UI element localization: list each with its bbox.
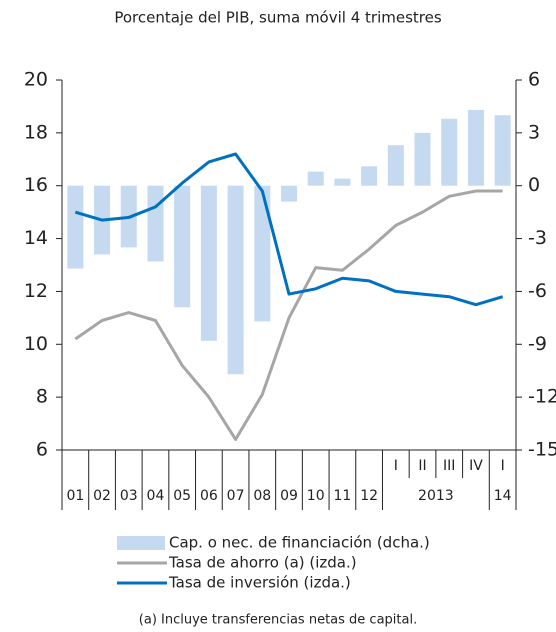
y2-tick-label: -3 <box>528 227 547 249</box>
x-tick-label: 11 <box>333 488 351 504</box>
x-tick-label: 04 <box>147 488 165 504</box>
y-tick-label: 10 <box>24 333 48 355</box>
bar <box>280 185 298 202</box>
bar <box>227 185 244 375</box>
x-quarter-label: IV <box>469 458 483 474</box>
x-quarter-label: I <box>394 458 398 474</box>
legend-label: Tasa de ahorro (a) (izda.) <box>168 554 357 572</box>
x-quarter-label: II <box>418 458 426 474</box>
y-tick-label: 18 <box>24 121 48 143</box>
y-tick-label: 16 <box>24 174 48 196</box>
y2-tick-label: 6 <box>528 69 540 91</box>
bar <box>254 185 271 322</box>
x-tick-label: 14 <box>494 488 512 504</box>
x-tick-label: 05 <box>173 488 191 504</box>
x-tick-label: 10 <box>307 488 325 504</box>
x-tick-label: 12 <box>360 488 378 504</box>
x-tick-label: 08 <box>253 488 271 504</box>
chart-title: Porcentaje del PIB, suma móvil 4 trimest… <box>114 9 442 27</box>
legend-label: Cap. o nec. de financiación (dcha.) <box>169 534 430 552</box>
legend-label: Tasa de inversión (izda.) <box>168 574 351 592</box>
y2-tick-label: 3 <box>528 121 540 143</box>
y2-tick-label: 0 <box>528 174 540 196</box>
y2-tick-label: -6 <box>528 280 547 302</box>
x-tick-label: 02 <box>93 488 111 504</box>
y-tick-label: 12 <box>24 280 48 302</box>
bar <box>174 185 191 308</box>
x-quarter-label: I <box>501 458 505 474</box>
y2-tick-label: -9 <box>528 333 547 355</box>
bar <box>147 185 164 262</box>
footnote: (a) Incluye transferencias netas de capi… <box>139 613 417 628</box>
y-tick-label: 6 <box>36 439 48 461</box>
bar <box>414 132 431 186</box>
bar <box>387 145 404 186</box>
y-tick-label: 20 <box>24 69 48 91</box>
y-tick-label: 14 <box>24 227 48 249</box>
bar <box>361 166 378 186</box>
line <box>74 152 504 307</box>
x-tick-label: 09 <box>280 488 298 504</box>
bar <box>441 118 458 186</box>
x-tick-label: 07 <box>227 488 245 504</box>
x-tick-label: 06 <box>200 488 218 504</box>
y-tick-label: 8 <box>36 386 48 408</box>
y2-tick-label: -15 <box>528 439 556 461</box>
bar <box>200 185 217 341</box>
x-quarter-label: III <box>443 458 455 474</box>
x-tick-label: 2013 <box>418 488 454 504</box>
x-tick-label: 03 <box>120 488 138 504</box>
y2-tick-label: -12 <box>528 386 556 408</box>
bar <box>307 171 324 186</box>
x-tick-label: 01 <box>66 488 84 504</box>
legend-swatch <box>117 536 165 550</box>
bar <box>334 178 351 186</box>
bar <box>467 109 484 186</box>
line <box>74 189 503 441</box>
bar <box>67 185 84 269</box>
bar <box>494 115 511 186</box>
